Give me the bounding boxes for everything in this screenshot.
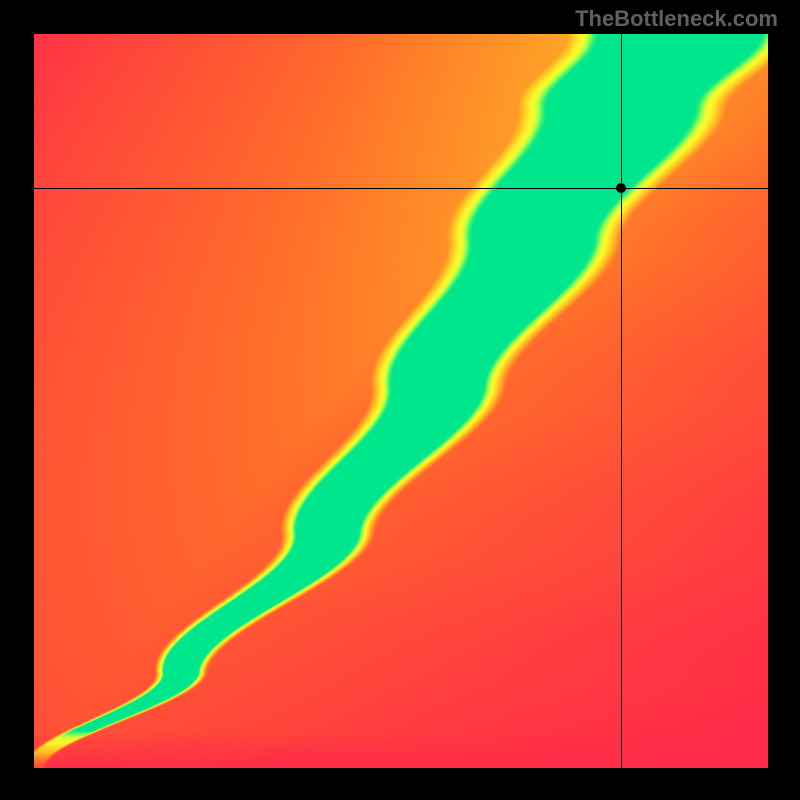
crosshair-vertical-line <box>621 0 622 800</box>
watermark-text: TheBottleneck.com <box>575 6 778 32</box>
crosshair-horizontal-line <box>0 188 800 189</box>
bottleneck-heatmap <box>34 34 768 768</box>
